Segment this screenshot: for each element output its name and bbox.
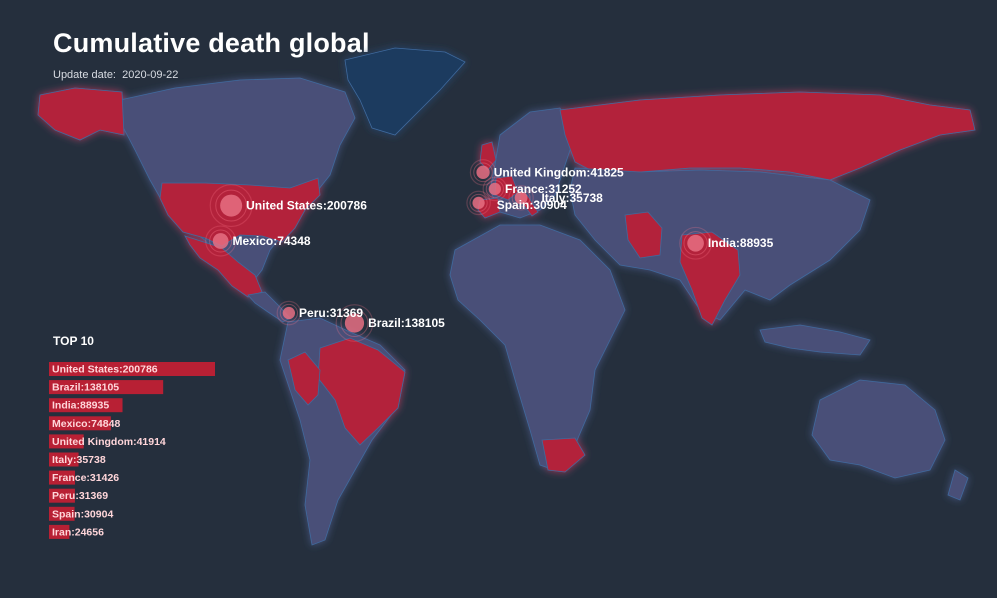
- bar-iran[interactable]: [49, 524, 70, 539]
- bar-italy[interactable]: [49, 452, 79, 467]
- point-ring-inner-spain: [469, 193, 488, 213]
- land-alaska: [37, 87, 125, 141]
- land-peru: [287, 351, 321, 406]
- point-label-france: France:31252: [505, 182, 582, 196]
- bar-label-mexico: Mexico:74848: [52, 418, 120, 430]
- bar-label-india: India:88935: [52, 400, 109, 412]
- bar-spain[interactable]: [49, 506, 75, 521]
- land-brazil: [317, 337, 406, 446]
- point-peru[interactable]: [282, 306, 296, 320]
- land-uk: [479, 141, 497, 171]
- point-india[interactable]: [687, 234, 704, 252]
- point-ring-peru: [276, 300, 302, 326]
- update-date-value: 2020-09-22: [122, 69, 179, 81]
- point-mexico[interactable]: [212, 233, 229, 249]
- bar-france[interactable]: [49, 470, 75, 485]
- bar-peru[interactable]: [49, 488, 75, 503]
- point-label-united-kingdom: United Kingdom:41825: [494, 165, 624, 179]
- point-brazil[interactable]: [344, 313, 365, 333]
- bar-united-states[interactable]: [49, 362, 215, 376]
- bar-label-brazil: Brazil:138105: [52, 382, 119, 394]
- update-date-label: Update date:: [53, 69, 116, 81]
- update-date: Update date: 2020-09-22: [53, 69, 178, 81]
- land-south-africa: [541, 437, 586, 473]
- point-ring-inner-italy: [511, 188, 531, 208]
- land-mexico: [184, 235, 263, 298]
- point-ring-united-kingdom: [469, 159, 497, 186]
- point-ring-italy: [508, 185, 534, 211]
- point-united-kingdom[interactable]: [476, 165, 490, 179]
- land-central-america: [247, 291, 291, 323]
- bar-label-united-kingdom: United Kingdom:41914: [52, 436, 166, 448]
- point-ring-inner-india: [683, 231, 708, 256]
- top10-title: TOP 10: [53, 334, 94, 348]
- point-label-brazil: Brazil:138105: [368, 316, 445, 330]
- bar-label-peru: Peru:31369: [52, 490, 108, 502]
- point-label-united-states: United States:200786: [246, 199, 367, 213]
- bar-label-united-states: United States:200786: [52, 364, 158, 376]
- point-italy[interactable]: [514, 191, 528, 205]
- point-ring-inner-united-kingdom: [473, 162, 493, 183]
- point-label-india: India:88935: [708, 236, 774, 250]
- chart-title: Cumulative death global: [53, 28, 370, 58]
- point-spain[interactable]: [472, 196, 485, 210]
- map-points: United States:200786 Brazil:138105 India:8…: [205, 159, 774, 342]
- land-southeast-asia: [759, 324, 871, 356]
- land-india: [679, 231, 741, 326]
- bar-label-italy: Italy:35738: [52, 454, 106, 466]
- land-north-america: [119, 77, 356, 286]
- point-label-italy: Italy:35738: [541, 191, 603, 205]
- point-label-spain: Spain:30904: [497, 198, 567, 212]
- land-australia: [811, 379, 946, 479]
- point-ring-inner-brazil: [340, 309, 369, 338]
- map-landmasses: [37, 47, 976, 546]
- point-ring-inner-france: [485, 179, 504, 199]
- point-ring-india: [679, 226, 713, 260]
- bar-india[interactable]: [49, 398, 123, 413]
- bar-united-kingdom[interactable]: [49, 434, 84, 449]
- point-ring-united-states: [209, 184, 253, 228]
- land-greenland: [344, 47, 466, 136]
- point-ring-inner-united-states: [215, 189, 248, 222]
- bar-brazil[interactable]: [49, 380, 164, 395]
- bar-label-iran: Iran:24656: [52, 526, 104, 538]
- point-ring-inner-peru: [279, 303, 299, 323]
- bar-label-spain: Spain:30904: [52, 508, 113, 520]
- point-united-states[interactable]: [220, 194, 243, 217]
- point-france[interactable]: [488, 182, 502, 196]
- top10-bars: United States:200786 Brazil:138105 India:8…: [49, 362, 215, 539]
- land-iran: [624, 211, 663, 259]
- point-ring-mexico: [205, 225, 237, 257]
- bar-label-france: France:31426: [52, 472, 119, 484]
- point-ring-spain: [466, 190, 491, 216]
- point-label-peru: Peru:31369: [299, 306, 363, 320]
- point-ring-inner-mexico: [209, 229, 233, 253]
- bar-mexico[interactable]: [49, 416, 111, 431]
- land-africa: [449, 224, 626, 471]
- point-ring-brazil: [335, 304, 374, 342]
- land-new-zealand: [947, 469, 969, 501]
- point-label-mexico: Mexico:74348: [233, 234, 311, 248]
- point-ring-france: [482, 176, 508, 202]
